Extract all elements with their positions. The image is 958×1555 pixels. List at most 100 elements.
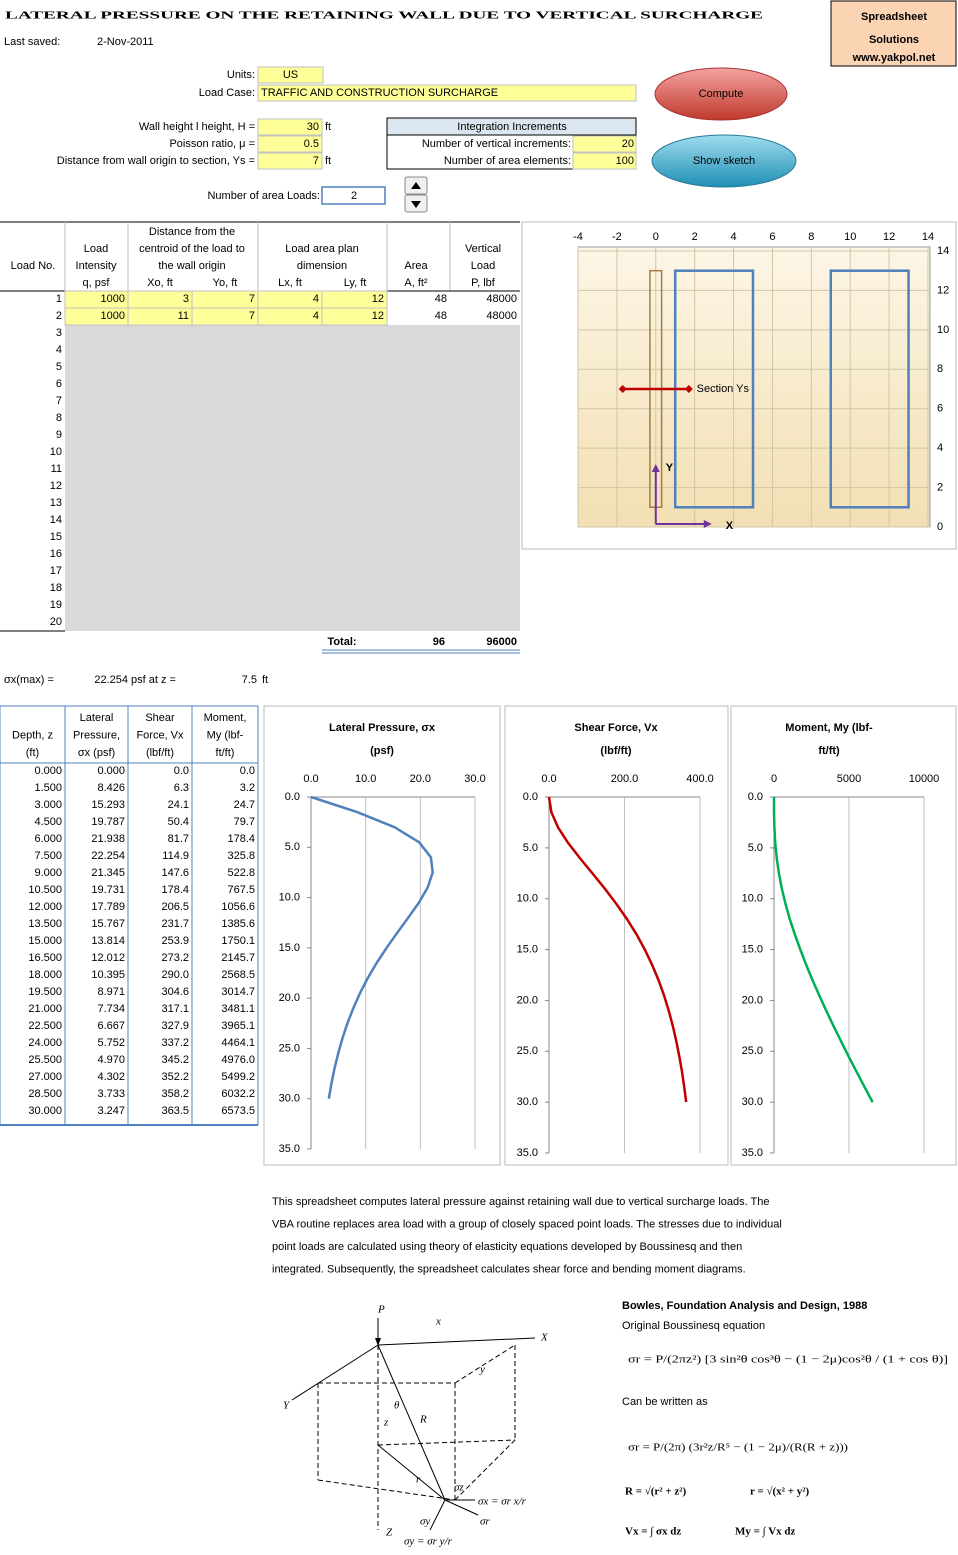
x-tick-label: 20.0 — [410, 773, 431, 785]
chart-frame — [730, 705, 957, 1166]
x-tick-label: 5000 — [837, 773, 861, 785]
column-subheader: A, ft² — [404, 277, 428, 289]
show-sketch-button[interactable] — [651, 134, 797, 188]
table-cell: 8.971 — [97, 986, 125, 998]
data-line — [310, 795, 434, 1099]
x-tick-label: 12 — [883, 231, 895, 243]
table-cell: 16.500 — [28, 952, 62, 964]
input-value: US — [283, 69, 298, 81]
table-cell: 13.814 — [91, 935, 125, 947]
y-tick-label: 20.0 — [517, 994, 538, 1006]
table-cell: 48 — [435, 310, 447, 322]
diagram-label: σx = σr x/r — [478, 1496, 527, 1508]
table-cell: 3.000 — [34, 799, 62, 811]
diagram-label: z — [383, 1417, 389, 1429]
table-cell: 4.302 — [97, 1071, 125, 1083]
diagram-label: Y — [283, 1400, 291, 1412]
x-tick-label: -2 — [612, 231, 622, 243]
table-cell: 50.4 — [168, 816, 189, 828]
compute-button[interactable] — [654, 67, 788, 121]
table-cell: 24.000 — [28, 1037, 62, 1049]
input-label: Poisson ratio, μ = — [169, 138, 255, 150]
show-sketch-button-label: Show sketch — [693, 155, 755, 167]
input-value: 0.5 — [304, 138, 319, 150]
table-cell: 206.5 — [161, 901, 189, 913]
table-cell: 48000 — [486, 293, 517, 305]
table-cell: 178.4 — [161, 884, 189, 896]
row-number: 9 — [56, 429, 62, 441]
data-line — [547, 796, 688, 1103]
integration-title: Integration Increments — [457, 121, 567, 133]
column-header: My (lbf- — [207, 729, 244, 741]
table-cell: 10.500 — [28, 884, 62, 896]
description-line: point loads are calculated using theory … — [272, 1241, 742, 1253]
table-cell: 2568.5 — [221, 969, 255, 981]
table-cell: 3014.7 — [221, 986, 255, 998]
input-cell — [572, 135, 637, 153]
table-cell: 19.787 — [91, 816, 125, 828]
table-cell: 7 — [249, 293, 255, 305]
reference-text: Can be written as — [622, 1396, 708, 1408]
table-cell: 363.5 — [161, 1105, 189, 1117]
empty-rows — [65, 325, 520, 631]
x-tick-label: 0.0 — [303, 773, 318, 785]
table-cell: 3.2 — [240, 782, 255, 794]
table-cell: 317.1 — [161, 1003, 189, 1015]
table-cell: 10.395 — [91, 969, 125, 981]
table-cell: 4.970 — [97, 1054, 125, 1066]
y-tick-label: 15.0 — [279, 942, 300, 954]
spinner-arrow — [411, 182, 421, 189]
max-label: σx(max) = — [4, 674, 54, 686]
brand-box — [830, 0, 957, 67]
row-number: 1 — [56, 293, 62, 305]
row-number: 10 — [50, 446, 62, 458]
table-cell: 6.667 — [97, 1020, 125, 1032]
y-tick-label: 0 — [937, 521, 943, 533]
table-cell: 5499.2 — [221, 1071, 255, 1083]
load-area — [829, 269, 910, 509]
column-header: Distance from the — [149, 226, 235, 238]
x-tick-label: 10000 — [909, 773, 940, 785]
table-cell: 30.000 — [28, 1105, 62, 1117]
column-header: (lbf/ft) — [146, 747, 174, 759]
y-tick-label: 5.0 — [748, 842, 763, 854]
y-tick-label: 0.0 — [748, 791, 763, 803]
column-subheader: Ly, ft — [344, 277, 367, 289]
table-cell: 1000 — [101, 293, 125, 305]
max-value: 22.254 — [94, 674, 128, 686]
chart-title: Moment, My (lbf- — [785, 722, 873, 734]
input-value: 7 — [313, 155, 319, 167]
last-saved-label: Last saved: — [4, 36, 60, 48]
column-header: Pressure, — [73, 729, 120, 741]
y-tick-label: 14 — [937, 245, 949, 257]
section-label: Section Ys — [697, 383, 750, 395]
column-header: Load — [84, 243, 108, 255]
table-cell: 17.789 — [91, 901, 125, 913]
y-tick-label: 4 — [937, 442, 943, 454]
column-header: Depth, z — [12, 729, 53, 741]
x-tick-label: 2 — [692, 231, 698, 243]
results-header — [0, 706, 258, 763]
compute-button-label: Compute — [699, 88, 744, 100]
y-tick-label: 10.0 — [517, 893, 538, 905]
table-cell: 1750.1 — [221, 935, 255, 947]
table-cell: 13.500 — [28, 918, 62, 930]
section-marker — [618, 385, 627, 393]
column-header: ft/ft) — [216, 747, 235, 759]
table-cell: 290.0 — [161, 969, 189, 981]
table-cell: 1000 — [101, 310, 125, 322]
y-tick-label: 25.0 — [742, 1045, 763, 1057]
x-tick-label: 4 — [730, 231, 736, 243]
table-cell: 3.247 — [97, 1105, 125, 1117]
diagram-label: y — [479, 1364, 485, 1376]
table-cell: 12.012 — [91, 952, 125, 964]
y-tick-label: 35.0 — [742, 1147, 763, 1159]
table-cell: 7 — [249, 310, 255, 322]
table-cell: 4.500 — [34, 816, 62, 828]
y-tick-label: 8 — [937, 363, 943, 375]
table-cell: 21.000 — [28, 1003, 62, 1015]
column-subheader: Xo, ft — [147, 277, 173, 289]
x-tick-label: 14 — [922, 231, 934, 243]
row-number: 6 — [56, 378, 62, 390]
table-cell: 253.9 — [161, 935, 189, 947]
